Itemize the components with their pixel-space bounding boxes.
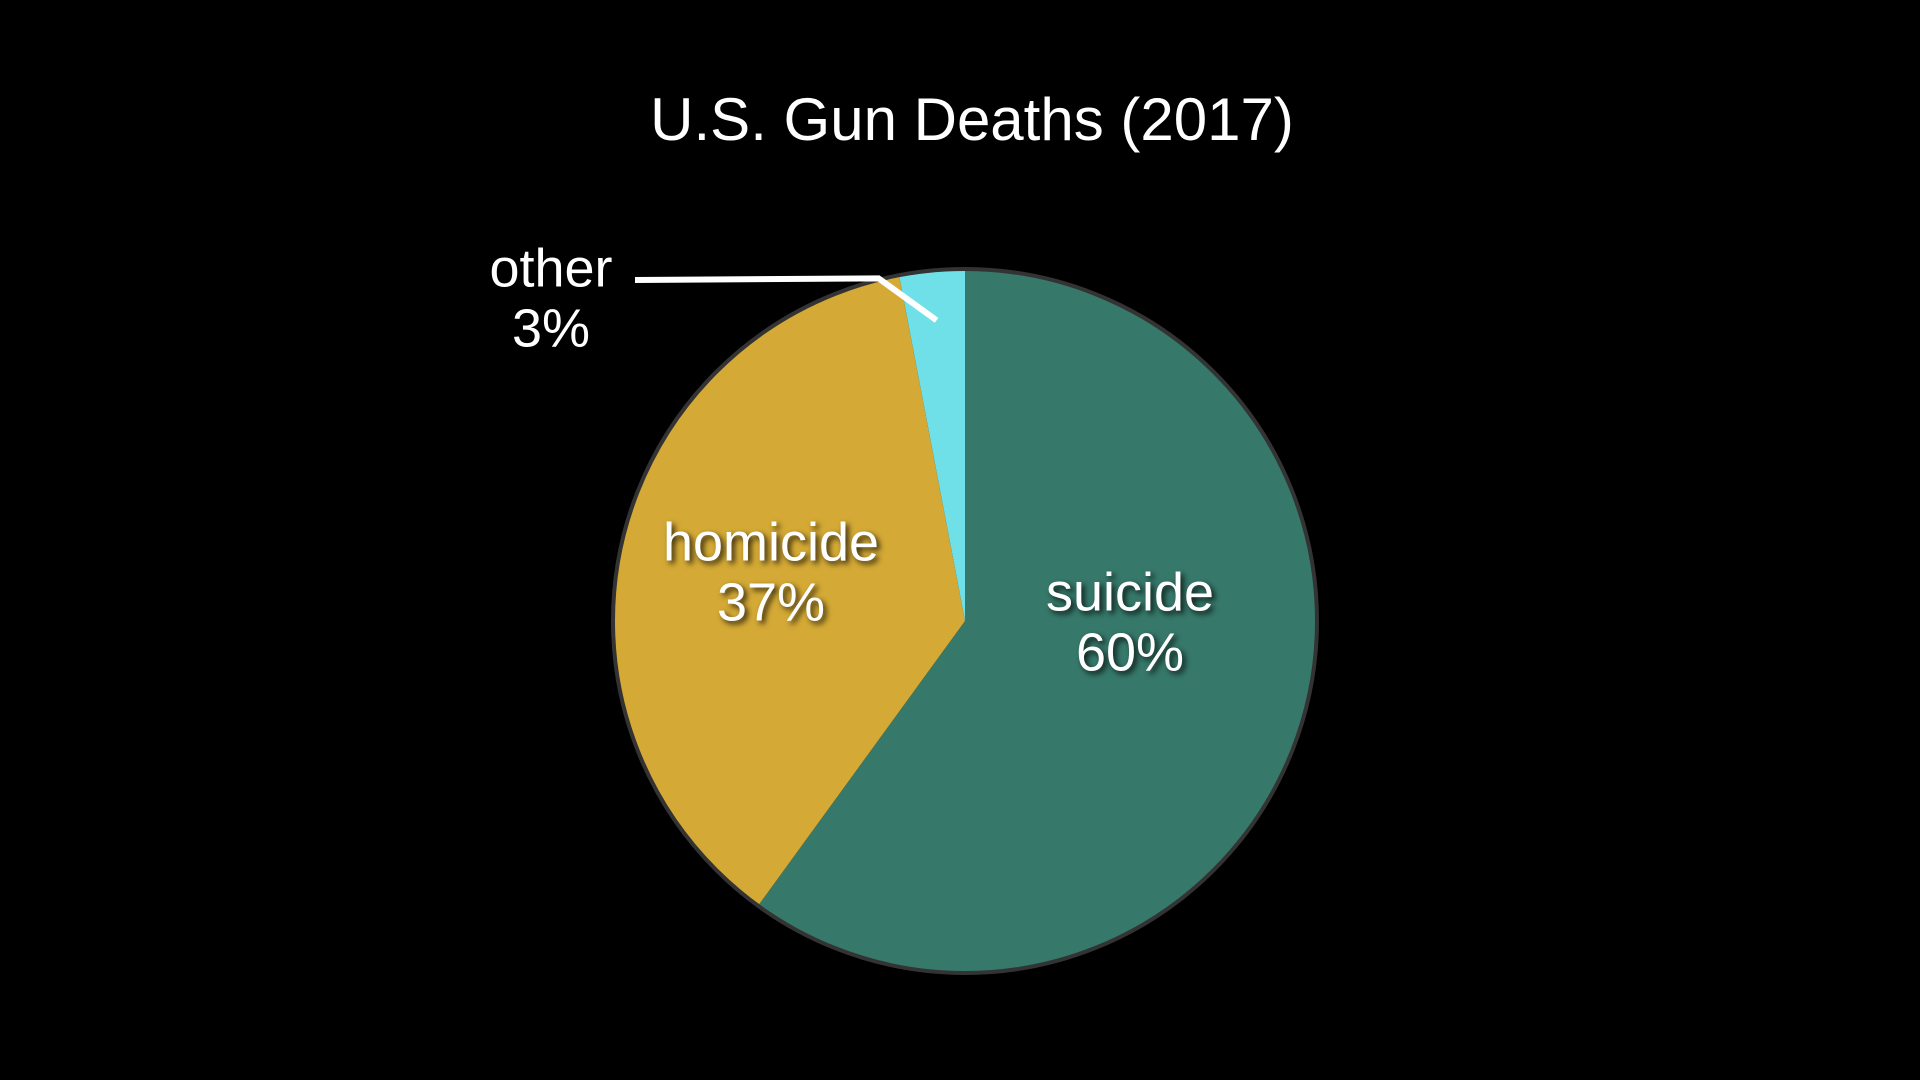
slice-label: homicide: [663, 512, 879, 572]
leader-line: [634, 275, 939, 323]
slice-value-label: 60%: [1076, 622, 1184, 682]
pie: [611, 267, 1319, 975]
slice-label: suicide: [1046, 562, 1214, 622]
pie-slice: [758, 269, 1317, 973]
chart-title: U.S. Gun Deaths (2017): [650, 86, 1294, 153]
pie-outline: [611, 267, 1319, 975]
slice-label: other: [489, 238, 612, 298]
slice-value-label: 37%: [717, 572, 825, 632]
slice-value-label: 3%: [512, 298, 590, 358]
pie-slice: [613, 275, 965, 906]
pie-slice: [899, 269, 965, 621]
